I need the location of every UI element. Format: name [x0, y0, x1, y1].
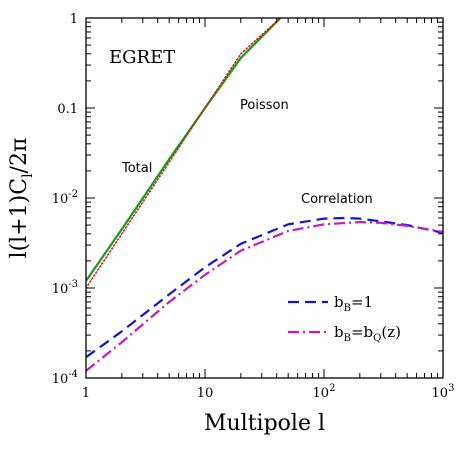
tick-layer [85, 17, 444, 379]
y-axis-title: l(l+1)Cl/2π [7, 138, 36, 259]
annotation-experiment: EGRET [109, 47, 175, 68]
y-tick-label: 0.1 [57, 102, 78, 117]
series-line-total [86, 18, 282, 282]
x-tick-label: 103 [432, 383, 455, 401]
annotation-layer: EGRET Poisson Total Correlation [109, 47, 373, 207]
series-layer [86, 18, 443, 372]
label-layer: 1 10 102 103 10-4 10-3 10-2 0.1 1 Multipole l l(l+… [7, 12, 454, 436]
legend-label-b-b-b-q-z: bB=bQ(z) [334, 323, 401, 344]
x-axis-title: Multipole l [204, 411, 325, 436]
y-tick-label: 10-4 [52, 369, 78, 387]
series-line-b-b-b-q-z [86, 220, 443, 372]
legend-label-b-b-1: bB=1 [334, 293, 373, 314]
legend: bB=1 bB=bQ(z) [288, 293, 401, 344]
series-line-poisson [86, 18, 282, 289]
x-tick-label: 102 [313, 383, 336, 401]
annotation-poisson: Poisson [240, 98, 289, 113]
annotation-total: Total [121, 161, 152, 176]
y-tick-label: 10-2 [52, 189, 78, 207]
series-line-b-b-1 [86, 216, 443, 359]
y-tick-label: 1 [70, 12, 78, 27]
x-tick-label: 10 [197, 386, 214, 401]
y-tick-label: 10-3 [52, 279, 78, 297]
x-tick-label: 1 [82, 386, 90, 401]
annotation-correlation: Correlation [301, 192, 373, 207]
